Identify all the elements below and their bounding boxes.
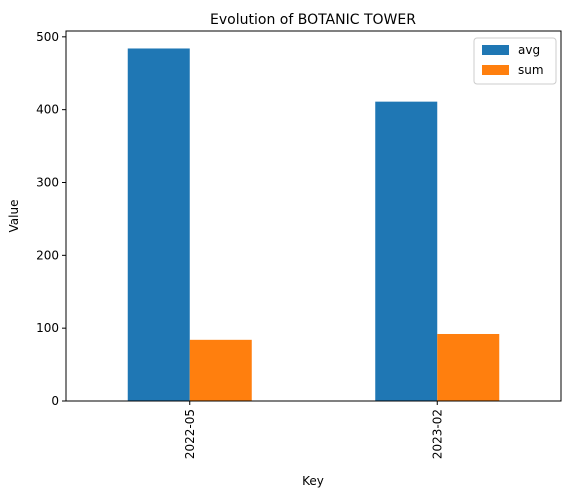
x-tick-label: 2022-05: [183, 409, 197, 459]
bar-avg-2023-02: [375, 101, 438, 402]
y-tick-label: 100: [36, 321, 59, 335]
legend-label-avg: avg: [518, 43, 540, 57]
legend-swatch-sum: [482, 65, 509, 75]
y-tick-label: 200: [36, 248, 59, 262]
bar-sum-2022-05: [189, 339, 252, 401]
chart-title: Evolution of BOTANIC TOWER: [210, 12, 416, 28]
legend: avg sum: [473, 37, 557, 85]
y-axis-label: Value: [7, 200, 21, 233]
legend-box: [473, 37, 557, 85]
plot-frame: [65, 30, 562, 402]
x-tick-label: 2023-02: [430, 409, 444, 459]
y-tick-label: 500: [36, 30, 59, 44]
bars-group: [127, 48, 500, 402]
y-tick-label: 300: [36, 175, 59, 189]
bar-sum-2023-02: [437, 333, 500, 401]
y-tick-label: 0: [51, 394, 59, 408]
x-axis-label: Key: [302, 474, 324, 488]
x-axis: 2022-05 2023-02: [183, 401, 444, 459]
legend-label-sum: sum: [518, 63, 544, 77]
y-tick-label: 400: [36, 103, 59, 117]
legend-swatch-avg: [482, 45, 509, 55]
y-axis: 0 100 200 300 400 500: [36, 30, 66, 408]
bar-avg-2022-05: [127, 48, 190, 401]
